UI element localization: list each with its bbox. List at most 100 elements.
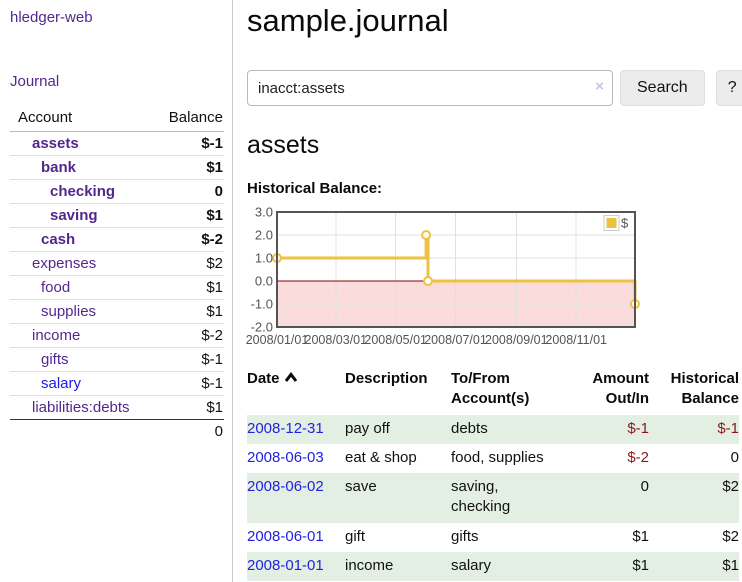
- chart-y-tick-label: -1.0: [251, 297, 273, 312]
- sidebar-item-journal[interactable]: Journal: [10, 73, 60, 90]
- account-link-saving[interactable]: saving: [50, 207, 98, 224]
- accounts-tbody: assets $-1 bank $1 checking 0 saving $1 cash $-2 e…: [10, 131, 224, 420]
- chart-y-tick-label: -2.0: [251, 320, 273, 335]
- help-button[interactable]: ?: [715, 70, 742, 106]
- clear-search-icon[interactable]: ×: [595, 78, 604, 95]
- transaction-amount: $1: [632, 527, 649, 545]
- transaction-date-link[interactable]: 2008-06-01: [247, 527, 324, 545]
- account-row: salary $-1: [10, 371, 224, 396]
- account-balance: $-1: [138, 371, 224, 396]
- account-link-cash[interactable]: cash: [41, 231, 76, 248]
- account-heading: assets: [247, 131, 320, 159]
- column-header-date[interactable]: Date: [247, 367, 345, 415]
- chart-data-marker: [423, 276, 433, 286]
- account-row: liabilities:debts $1: [10, 396, 224, 420]
- chart-data-marker: [421, 230, 432, 240]
- transaction-accounts: debts: [451, 419, 488, 437]
- chart-x-tick-label: 2008/05/01: [364, 333, 427, 347]
- chart-y-tick-label: 0.0: [255, 274, 273, 289]
- brand-link[interactable]: hledger-web: [10, 9, 93, 26]
- chart-x-tick-label: 2008/09/01: [485, 333, 548, 347]
- account-link-checking[interactable]: checking: [50, 183, 116, 200]
- page-title: sample.journal: [247, 3, 449, 38]
- transaction-amount: $-1: [627, 419, 649, 437]
- accounts-header-balance[interactable]: Balance: [138, 105, 224, 132]
- historical-balance-chart: $3.0 2.0 1.0 0.0 -1.0 -2.02008/01/012008/03/0…: [246, 205, 640, 347]
- transaction-accounts: salary: [451, 556, 492, 574]
- account-balance: $1: [138, 299, 224, 324]
- account-balance: 0: [138, 179, 224, 204]
- transaction-amount: $1: [632, 556, 649, 574]
- accounts-total-row: 0: [10, 419, 224, 443]
- account-row: bank $1: [10, 155, 224, 180]
- account-balance: $2: [138, 251, 224, 276]
- column-header-accounts[interactable]: To/From Account(s): [451, 370, 530, 408]
- account-link-bank[interactable]: bank: [41, 159, 77, 176]
- search-input[interactable]: [247, 70, 613, 106]
- account-link-expenses[interactable]: expenses: [32, 255, 97, 272]
- accounts-header-account[interactable]: Account: [10, 105, 139, 132]
- account-balance: $-1: [138, 131, 224, 156]
- transaction-row: 2008-06-02 save saving, checking 0 $2: [247, 473, 739, 523]
- accounts-header-row: Account Balance: [10, 105, 224, 132]
- accounts-table: Account Balance assets $-1 bank $1 checking 0…: [10, 105, 224, 443]
- account-balance: $-1: [138, 347, 224, 372]
- transaction-description: income: [345, 556, 394, 574]
- account-row: assets $-1: [10, 131, 224, 156]
- chart-legend-label: $: [621, 216, 629, 231]
- search-button[interactable]: Search: [620, 70, 705, 106]
- sidebar: hledger-web Journal Account Balance asse…: [0, 0, 233, 582]
- chart-border: [276, 211, 636, 328]
- column-header-balance[interactable]: Historical Balance: [670, 370, 739, 408]
- chart-x-tick-label: 2008/11/01: [545, 333, 607, 347]
- column-header-amount[interactable]: Amount Out/In: [592, 370, 649, 408]
- chart-x-tick-label: 2008/03/01: [305, 333, 368, 347]
- chart-x-tick-label: 2008/07/01: [424, 333, 487, 347]
- account-link-assets[interactable]: assets: [32, 135, 79, 152]
- account-row: cash $-2: [10, 227, 224, 252]
- account-row: food $1: [10, 275, 224, 300]
- account-link-salary[interactable]: salary: [41, 375, 82, 392]
- account-row: expenses $2: [10, 251, 224, 276]
- account-row: gifts $-1: [10, 347, 224, 372]
- transaction-row: 2008-06-01 gift gifts $1 $2: [247, 523, 739, 552]
- main-content: sample.journal × Search ? assets Histori…: [233, 0, 742, 582]
- accounts-total-value: 0: [138, 419, 224, 443]
- transaction-balance: $2: [722, 527, 739, 545]
- transaction-date-link[interactable]: 2008-12-31: [247, 419, 324, 437]
- account-balance: $1: [206, 399, 223, 416]
- transaction-description: eat & shop: [345, 448, 417, 466]
- search-box: ×: [247, 70, 613, 106]
- account-balance: $1: [138, 155, 224, 180]
- account-row: income $-2: [10, 323, 224, 348]
- account-row: supplies $1: [10, 299, 224, 324]
- account-balance: $1: [138, 203, 224, 228]
- transaction-amount: 0: [640, 478, 649, 495]
- chart-title: Historical Balance:: [247, 180, 383, 197]
- transaction-balance: $2: [722, 478, 739, 495]
- transaction-date-link[interactable]: 2008-06-02: [247, 478, 324, 495]
- transaction-accounts: saving, checking: [451, 478, 511, 516]
- transaction-date-link[interactable]: 2008-01-01: [247, 556, 324, 574]
- transaction-description: gift: [345, 527, 366, 545]
- account-link-income[interactable]: income: [32, 327, 81, 344]
- transaction-balance: 0: [730, 448, 739, 466]
- column-header-description[interactable]: Description: [345, 370, 428, 387]
- chart-y-tick-label: 3.0: [255, 205, 273, 220]
- accounts-total-spacer: [10, 419, 139, 443]
- account-link-liabilities-debts[interactable]: liabilities:debts: [32, 399, 130, 416]
- transaction-accounts: gifts: [451, 527, 479, 545]
- transaction-amount: $-2: [627, 448, 649, 466]
- transactions-table: Date Description To/From Account(s) Amou…: [247, 367, 739, 581]
- account-link-supplies[interactable]: supplies: [41, 303, 97, 320]
- transactions-tbody: 2008-12-31 pay off debts $-1 $-1 2008-06-03 ea…: [247, 414, 739, 581]
- chart-y-tick-label: 1.0: [255, 251, 273, 266]
- account-link-food[interactable]: food: [41, 279, 71, 296]
- transaction-accounts: food, supplies: [451, 448, 544, 466]
- chart-legend-swatch: [606, 218, 617, 228]
- account-link-gifts[interactable]: gifts: [41, 351, 69, 368]
- transaction-date-link[interactable]: 2008-06-03: [247, 448, 324, 466]
- transactions-header-row: Date Description To/From Account(s) Amou…: [247, 367, 739, 415]
- transaction-description: pay off: [345, 419, 390, 437]
